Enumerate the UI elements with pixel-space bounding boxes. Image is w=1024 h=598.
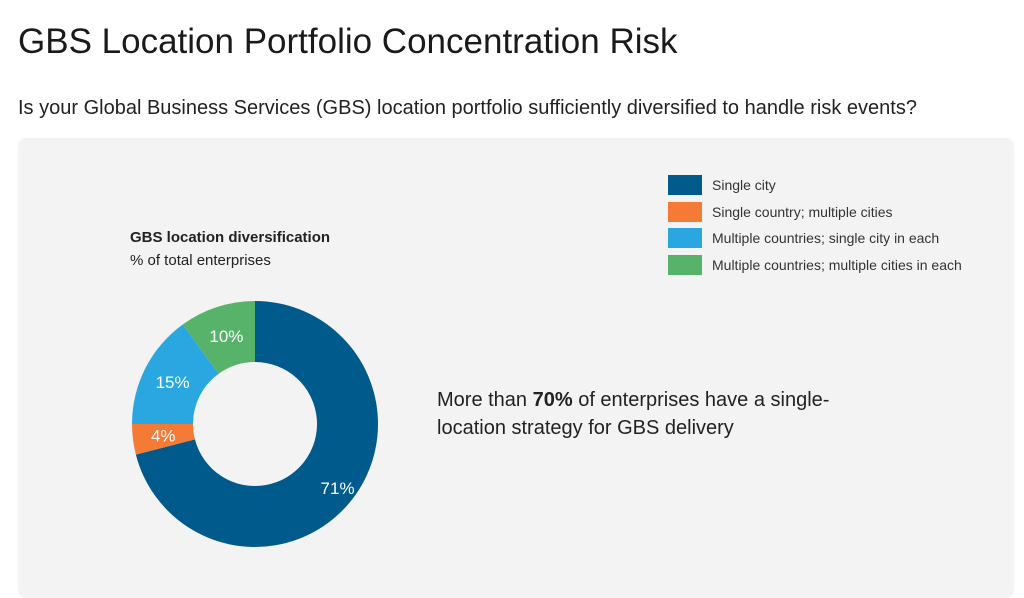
page-title: GBS Location Portfolio Concentration Ris… [18,22,678,61]
legend: Single city Single country; multiple citi… [668,172,962,278]
slice-label: 71% [321,479,355,498]
legend-label: Multiple countries; multiple cities in e… [712,256,962,273]
slice-label: 10% [209,327,243,346]
legend-item: Multiple countries; single city in each [668,225,962,252]
callout-text: More than 70% of enterprises have a sing… [437,386,897,442]
legend-label: Single city [712,177,776,194]
legend-item: Single city [668,172,962,199]
legend-item: Single country; multiple cities [668,199,962,226]
callout-pre: More than [437,389,533,411]
legend-label: Multiple countries; single city in each [712,230,940,247]
legend-item: Multiple countries; multiple cities in e… [668,252,962,279]
donut-slice [135,301,378,547]
legend-swatch [668,228,702,249]
legend-swatch [668,175,702,196]
callout-post: of enterprises have a single-location st… [437,389,830,439]
donut-slice [132,424,195,455]
legend-label: Single country; multiple cities [712,203,893,220]
chart-subtitle: % of total enterprises [130,252,271,269]
slice-label: 4% [151,427,176,446]
donut-chart: 71% 4% 15% 10% [132,301,378,547]
donut-slice [182,301,255,374]
callout-highlight: 70% [532,389,573,411]
legend-swatch [668,254,702,275]
page-subtitle: Is your Global Business Services (GBS) l… [18,97,917,119]
slice-label: 15% [156,373,190,392]
donut-slice [132,324,219,424]
chart-title: GBS location diversification [130,229,331,246]
legend-swatch [668,201,702,222]
